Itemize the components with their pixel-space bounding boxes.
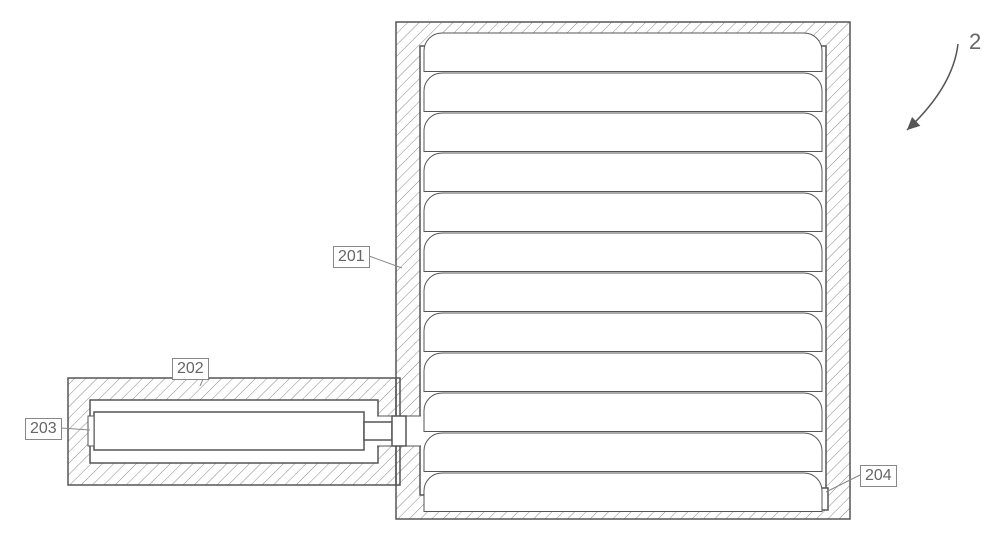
technical-diagram	[0, 0, 1000, 537]
label-203: 203	[25, 418, 62, 440]
label-204: 204	[860, 465, 897, 487]
label-201: 201	[333, 246, 370, 268]
label-202: 202	[172, 358, 209, 380]
label-main-2: 2	[965, 28, 985, 56]
